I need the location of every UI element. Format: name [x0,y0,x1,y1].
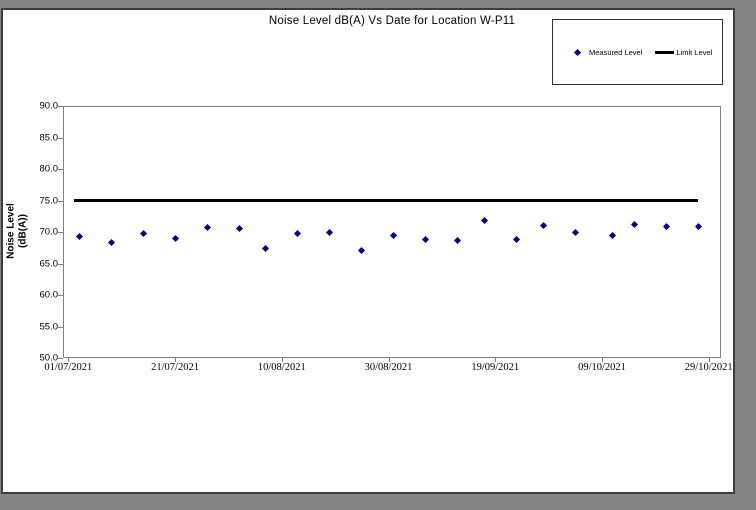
x-tick-label: 29/10/2021 [684,362,733,373]
y-tick-mark [58,326,63,328]
legend-label-limit: Limit Level [676,47,713,57]
report-page: Noise Level dB(A) Vs Date for Location W… [1,8,735,494]
x-tick-mark [68,358,70,362]
x-tick-mark [281,358,283,362]
x-tick-label: 10/08/2021 [257,362,306,373]
limit-level-line-icon [655,50,675,54]
legend-label-measured: Measured Level [589,47,643,57]
chart-legend: Measured Level Limit Level [552,19,723,85]
y-tick-mark [58,169,63,170]
y-tick-label: 70.0 [39,226,59,238]
y-tick-mark [58,232,63,233]
chart-title: Noise Level dB(A) Vs Date for Location W… [268,15,516,27]
legend-item-measured: Measured Level [553,48,642,57]
y-tick-mark [58,106,63,107]
y-tick-mark [58,358,63,359]
y-tick-label: 60.0 [39,289,59,301]
x-tick-label: 09/10/2021 [578,362,626,373]
y-tick-label: 75.0 [39,195,59,206]
y-tick-mark [58,295,63,296]
x-tick-label: 30/08/2021 [364,362,413,373]
x-tick-label: 19/09/2021 [471,362,520,373]
measured-level-diamond-icon [573,48,582,56]
y-axis-title-line1: Noise Level [5,203,17,259]
x-tick-mark [601,358,603,362]
legend-item-limit: Limit Level [642,48,712,57]
x-tick-mark [388,358,390,362]
y-tick-label: 50.0 [39,352,59,364]
y-tick-label: 55.0 [39,321,59,332]
x-tick-mark [175,358,177,362]
limit-level-line [73,199,699,202]
x-tick-label: 01/07/2021 [44,362,93,373]
y-tick-mark [58,263,63,265]
y-tick-label: 85.0 [39,132,59,143]
x-tick-mark [708,358,710,362]
x-tick-mark [495,358,497,362]
y-tick-label: 65.0 [39,258,59,269]
y-tick-mark [58,200,63,202]
y-tick-label: 90.0 [39,100,59,112]
y-tick-label: 80.0 [39,163,59,175]
y-tick-mark [58,137,63,139]
x-tick-label: 21/07/2021 [151,362,199,373]
